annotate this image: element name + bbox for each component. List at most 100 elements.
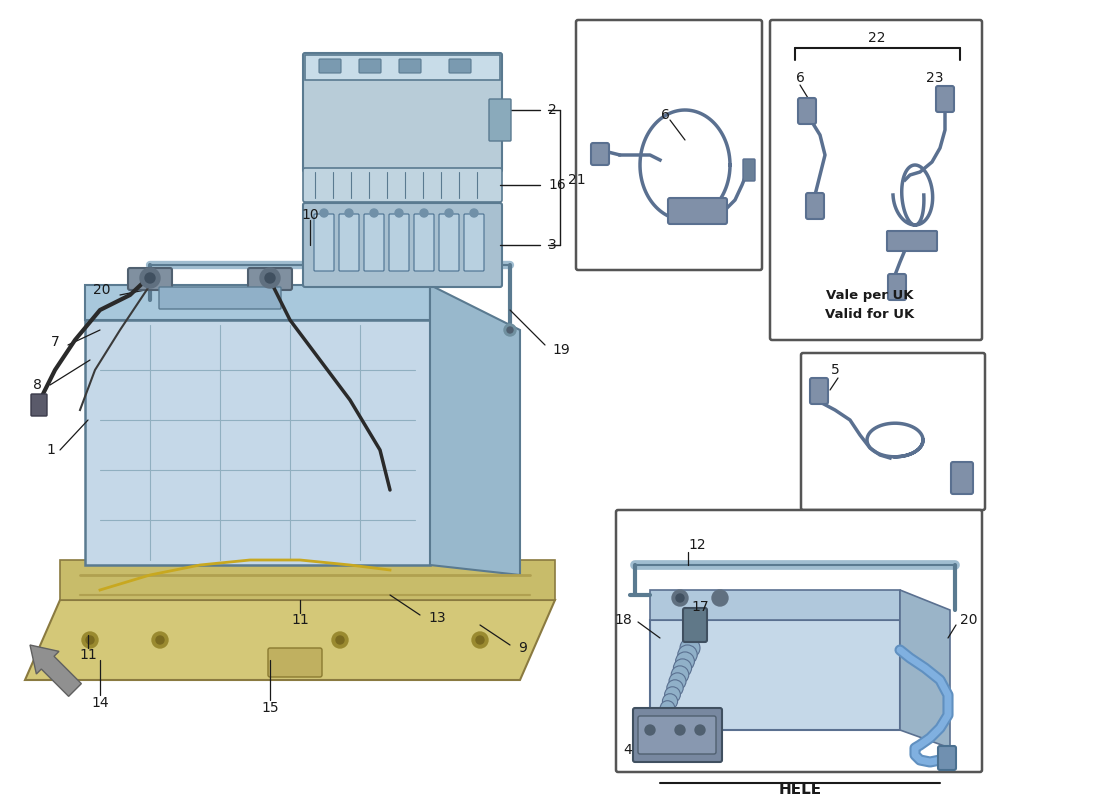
FancyBboxPatch shape <box>936 86 954 112</box>
FancyBboxPatch shape <box>302 203 502 287</box>
Text: 11: 11 <box>79 648 97 662</box>
Circle shape <box>370 209 378 217</box>
Circle shape <box>472 632 488 648</box>
Text: 16: 16 <box>548 178 565 192</box>
Circle shape <box>145 273 155 283</box>
Polygon shape <box>305 55 500 80</box>
Circle shape <box>82 632 98 648</box>
Text: Vale per UK: Vale per UK <box>826 289 914 302</box>
Circle shape <box>672 590 688 606</box>
Text: 12: 12 <box>688 538 705 552</box>
Circle shape <box>476 636 484 644</box>
Circle shape <box>156 636 164 644</box>
Text: 15: 15 <box>261 701 278 715</box>
Text: 20: 20 <box>92 283 110 297</box>
FancyBboxPatch shape <box>248 268 292 290</box>
FancyBboxPatch shape <box>359 59 381 73</box>
Text: 13: 13 <box>428 611 446 625</box>
Circle shape <box>660 701 674 715</box>
Text: 17: 17 <box>691 600 708 614</box>
Text: 10: 10 <box>301 208 319 222</box>
Circle shape <box>336 636 344 644</box>
Text: 21: 21 <box>568 173 585 187</box>
Circle shape <box>676 594 684 602</box>
FancyBboxPatch shape <box>449 59 471 73</box>
Text: 1: 1 <box>46 443 55 457</box>
FancyBboxPatch shape <box>414 214 435 271</box>
Polygon shape <box>900 590 950 748</box>
Text: 7: 7 <box>52 335 60 349</box>
Circle shape <box>675 725 685 735</box>
FancyBboxPatch shape <box>576 20 762 270</box>
Text: 2: 2 <box>548 103 557 117</box>
FancyBboxPatch shape <box>302 168 502 202</box>
FancyBboxPatch shape <box>490 99 512 141</box>
Text: 19: 19 <box>552 343 570 357</box>
Circle shape <box>332 632 348 648</box>
Circle shape <box>420 209 428 217</box>
Circle shape <box>395 209 403 217</box>
FancyBboxPatch shape <box>806 193 824 219</box>
Text: 5: 5 <box>830 363 839 377</box>
FancyBboxPatch shape <box>770 20 982 340</box>
Circle shape <box>645 725 654 735</box>
FancyBboxPatch shape <box>439 214 459 271</box>
FancyBboxPatch shape <box>632 708 722 762</box>
Polygon shape <box>85 285 430 320</box>
Circle shape <box>140 268 159 288</box>
Circle shape <box>669 673 686 690</box>
Polygon shape <box>85 320 430 565</box>
FancyBboxPatch shape <box>810 378 828 404</box>
Circle shape <box>320 209 328 217</box>
FancyBboxPatch shape <box>742 159 755 181</box>
FancyBboxPatch shape <box>887 231 937 251</box>
Circle shape <box>152 632 168 648</box>
Text: 9: 9 <box>518 641 527 655</box>
FancyBboxPatch shape <box>938 746 956 770</box>
FancyBboxPatch shape <box>616 510 982 772</box>
FancyBboxPatch shape <box>364 214 384 271</box>
Text: 20: 20 <box>960 613 978 627</box>
Circle shape <box>680 638 700 658</box>
FancyBboxPatch shape <box>399 59 421 73</box>
Circle shape <box>446 209 453 217</box>
Circle shape <box>260 268 280 288</box>
Polygon shape <box>430 285 520 575</box>
Circle shape <box>712 590 728 606</box>
FancyBboxPatch shape <box>683 608 707 642</box>
FancyBboxPatch shape <box>798 98 816 124</box>
Text: 6: 6 <box>795 71 804 85</box>
Polygon shape <box>650 590 900 620</box>
Text: 22: 22 <box>868 31 886 45</box>
Polygon shape <box>650 620 900 730</box>
Circle shape <box>662 694 678 709</box>
Circle shape <box>507 327 513 333</box>
FancyBboxPatch shape <box>160 287 280 309</box>
Circle shape <box>265 273 275 283</box>
Text: 18: 18 <box>614 613 632 627</box>
Text: 4: 4 <box>624 743 632 757</box>
Text: a premier car parts since 1985: a premier car parts since 1985 <box>144 441 456 619</box>
FancyBboxPatch shape <box>302 53 502 172</box>
FancyBboxPatch shape <box>591 143 609 165</box>
Text: Valid for UK: Valid for UK <box>825 309 914 322</box>
Polygon shape <box>60 560 556 600</box>
FancyBboxPatch shape <box>888 274 906 300</box>
FancyBboxPatch shape <box>314 214 334 271</box>
Circle shape <box>664 686 681 702</box>
Circle shape <box>470 209 478 217</box>
FancyBboxPatch shape <box>31 394 47 416</box>
Text: europarts: europarts <box>88 306 473 554</box>
Circle shape <box>86 636 94 644</box>
FancyBboxPatch shape <box>128 268 172 290</box>
FancyBboxPatch shape <box>952 462 974 494</box>
Circle shape <box>671 666 689 683</box>
Circle shape <box>658 708 672 722</box>
Circle shape <box>673 659 692 677</box>
Text: 23: 23 <box>926 71 944 85</box>
FancyArrow shape <box>30 645 81 696</box>
Circle shape <box>667 680 683 696</box>
Text: 14: 14 <box>91 696 109 710</box>
FancyBboxPatch shape <box>389 214 409 271</box>
Circle shape <box>504 324 516 336</box>
